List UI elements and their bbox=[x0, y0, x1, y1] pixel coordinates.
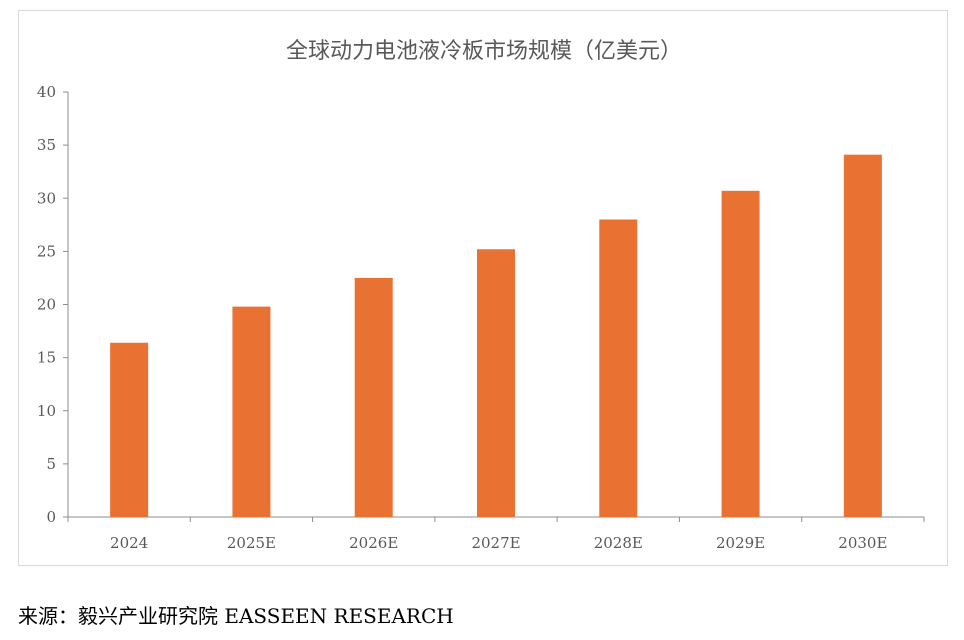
bar bbox=[721, 190, 760, 517]
x-tick-label: 2030E bbox=[838, 534, 887, 552]
bar bbox=[232, 306, 271, 517]
x-tick-label: 2027E bbox=[471, 534, 520, 552]
chart-frame: 全球动力电池液冷板市场规模（亿美元） 0 5 10 15 20 25 30 35 40 2024 2… bbox=[18, 10, 948, 566]
y-tick-label: 35 bbox=[37, 136, 56, 154]
y-tick-label: 20 bbox=[37, 296, 56, 314]
y-tick-label: 15 bbox=[37, 349, 56, 367]
y-tick-label: 25 bbox=[37, 242, 56, 260]
y-tick-label: 40 bbox=[37, 83, 56, 101]
bar bbox=[110, 342, 149, 517]
bar bbox=[477, 249, 515, 517]
y-tick-label: 0 bbox=[46, 508, 56, 526]
y-tick-label: 5 bbox=[46, 455, 56, 473]
x-tick-label: 2026E bbox=[349, 534, 398, 552]
x-tick-label: 2029E bbox=[716, 534, 765, 552]
bar-chart: 0 5 10 15 20 25 30 35 40 2024 2025E 2026E 2027E 2028E… bbox=[37, 83, 925, 552]
y-tick-label: 30 bbox=[37, 189, 56, 207]
bar bbox=[843, 154, 882, 517]
y-tick-label: 10 bbox=[37, 402, 56, 420]
bar bbox=[354, 277, 393, 517]
x-tick-label: 2028E bbox=[594, 534, 643, 552]
chart-title: 全球动力电池液冷板市场规模（亿美元） bbox=[285, 39, 682, 64]
source-note: 来源：毅兴产业研究院 EASSEEN RESEARCH bbox=[18, 604, 454, 628]
x-tick-label: 2024 bbox=[110, 534, 148, 552]
bar bbox=[599, 219, 638, 517]
x-tick-label: 2025E bbox=[227, 534, 276, 552]
